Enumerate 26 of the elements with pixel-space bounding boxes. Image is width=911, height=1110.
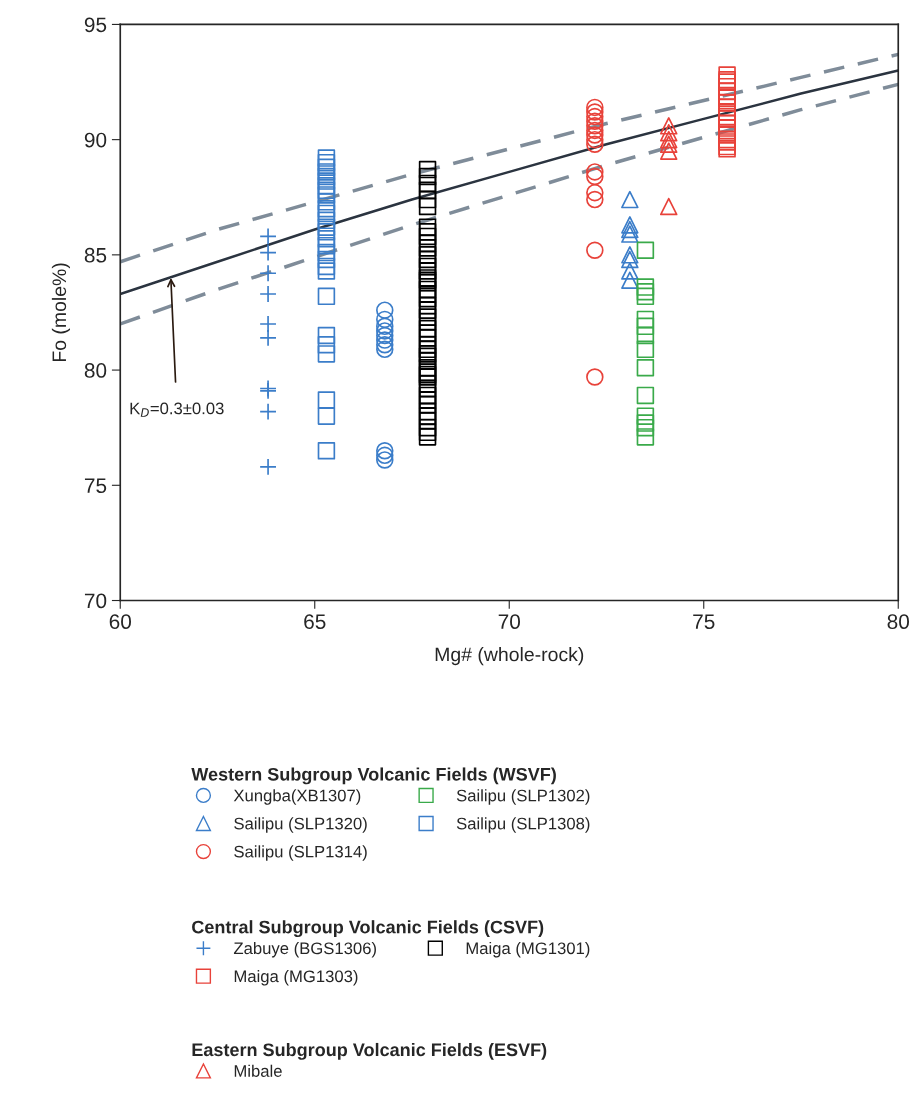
legend-label: Mibale (234, 1064, 282, 1077)
x-tick-label: 65 (304, 614, 326, 630)
legend-label: Sailipu (SLP1308) (456, 817, 590, 833)
legend-label: Zabuye (BGS1306) (233, 941, 376, 958)
legend-label: Xungba(XB1307) (233, 789, 361, 805)
text: Eastern Subgroup Volcanic Fields (ESVF) (192, 1042, 547, 1060)
y-tick-label: 70 (84, 593, 107, 609)
y-tick-label: 75 (84, 478, 107, 494)
x-tick-label: 70 (498, 614, 521, 630)
annotation: K$_{D}$=0.3±0.03 (130, 402, 224, 417)
text: Central Subgroup Volcanic Fields (CSVF) (192, 920, 544, 938)
y-tick-label: 95 (84, 17, 107, 33)
legend-label: Sailipu (SLP1302) (456, 789, 590, 805)
legend-label: Sailipu (SLP1314) (234, 845, 367, 861)
y-tick-label: 85 (84, 247, 107, 263)
legend-label: Maiga (MG1303) (234, 969, 358, 986)
legend-label: Sailipu (SLP1320) (234, 817, 367, 833)
legend-label: Maiga (MG1301) (466, 941, 590, 958)
x-tick-label: 80 (887, 614, 910, 630)
y-tick-label: 80 (84, 363, 107, 378)
y-tick-label: 90 (84, 132, 107, 148)
x-tick-label: 75 (693, 614, 715, 630)
x-axis-title: Mg# (whole-rock) (435, 647, 584, 666)
text: Western Subgroup Volcanic Fields (WSVF) (191, 767, 556, 785)
x-tick-label: 60 (109, 614, 132, 630)
y-axis-title: Fo (mole%) (51, 263, 70, 362)
